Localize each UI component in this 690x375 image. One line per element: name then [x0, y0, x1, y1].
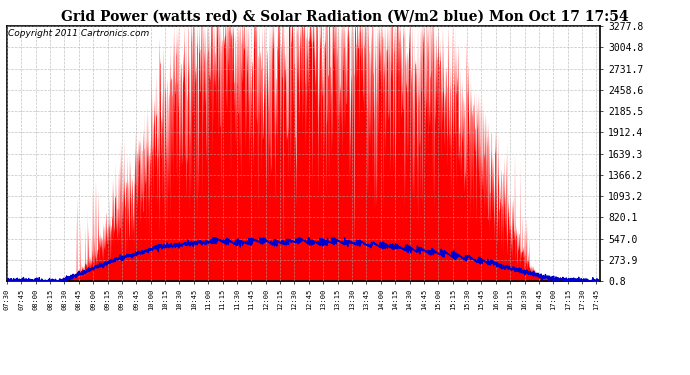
Text: Grid Power (watts red) & Solar Radiation (W/m2 blue) Mon Oct 17 17:54: Grid Power (watts red) & Solar Radiation…	[61, 9, 629, 23]
Text: Copyright 2011 Cartronics.com: Copyright 2011 Cartronics.com	[8, 29, 149, 38]
